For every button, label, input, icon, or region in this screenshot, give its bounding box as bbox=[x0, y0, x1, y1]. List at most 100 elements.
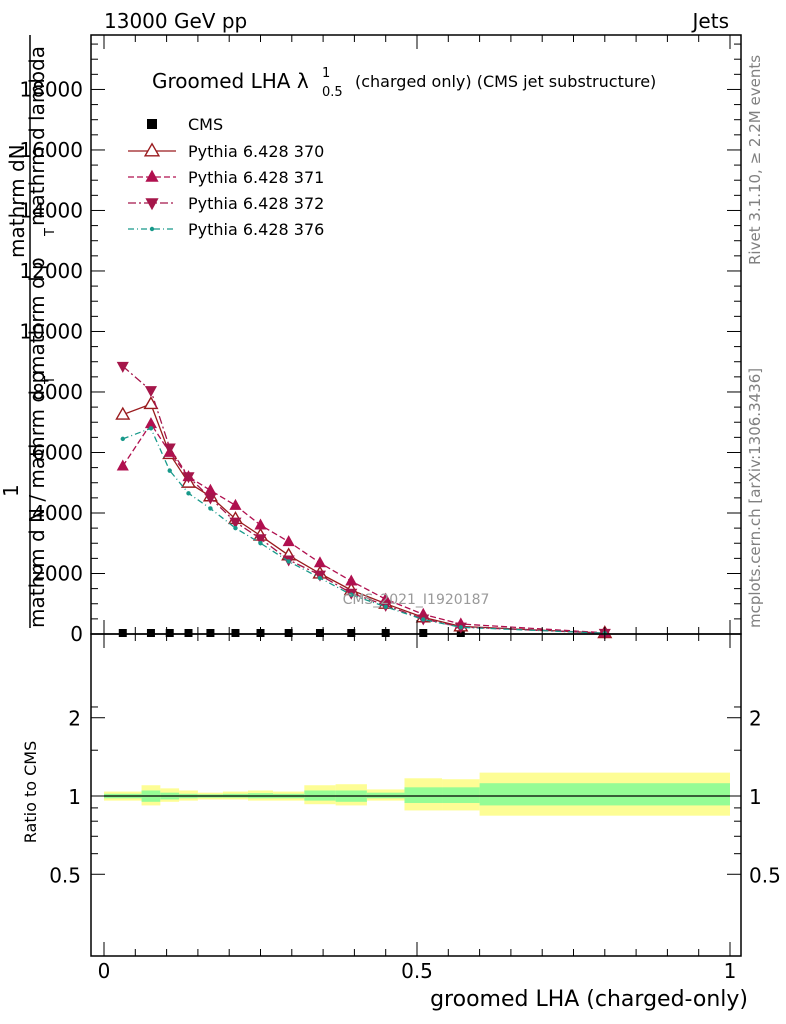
legend-label: Pythia 6.428 372 bbox=[188, 194, 324, 213]
data-point-cms bbox=[315, 629, 324, 637]
ratio-y-tick-label: 0.5 bbox=[49, 863, 81, 887]
data-point bbox=[115, 406, 131, 420]
ylabel-bottom: mathrm d N / mathrm d p bbox=[25, 371, 49, 628]
data-point bbox=[148, 426, 154, 431]
rivet-version-label: Rivet 3.1.10, ≥ 2.2M events bbox=[746, 55, 764, 265]
ratio-y-tick-label: 1 bbox=[68, 785, 81, 809]
title-main: Groomed LHA λ bbox=[152, 69, 309, 93]
ratio-y-tick-label-right: 0.5 bbox=[749, 863, 781, 887]
data-point-cms bbox=[347, 629, 356, 637]
ylabel-N: N bbox=[5, 144, 29, 159]
mcplots-label: mcplots.cern.ch [arXiv:1306.3436] bbox=[746, 368, 764, 628]
data-point bbox=[458, 625, 464, 630]
legend-label: Pythia 6.428 376 bbox=[188, 220, 324, 239]
x-tick-label: 1 bbox=[724, 959, 737, 983]
data-point bbox=[254, 518, 267, 530]
header-process-label: 13000 GeV pp bbox=[104, 9, 247, 33]
legend-label: CMS bbox=[188, 115, 223, 134]
data-point bbox=[282, 535, 295, 547]
legend-marker bbox=[145, 169, 159, 182]
data-point bbox=[258, 541, 263, 546]
data-point-cms bbox=[284, 629, 293, 637]
ratio-plot-axes: 0.5 0.5 1 1 2 2 0 0.5 1 bbox=[49, 633, 781, 983]
data-point bbox=[229, 517, 242, 529]
main-y-tick-label: 8000 bbox=[32, 380, 83, 404]
ylabel-bottom-T: T bbox=[43, 376, 58, 385]
main-y-tick-label: 6000 bbox=[32, 440, 83, 464]
analysis-watermark: CMS_2021_I1920187 bbox=[343, 592, 490, 608]
data-point bbox=[254, 534, 267, 546]
legend-marker bbox=[149, 226, 155, 232]
title-subscript: 0.5 bbox=[322, 85, 343, 100]
ratio-plot-frame bbox=[90, 633, 742, 957]
ratio-y-tick-label-right: 2 bbox=[749, 707, 762, 731]
data-point-cms bbox=[146, 629, 155, 637]
title-suffix: (charged only) (CMS jet substructure) bbox=[355, 72, 656, 91]
data-point-cms bbox=[419, 629, 428, 637]
x-tick-label: 0.5 bbox=[401, 959, 433, 983]
data-point bbox=[182, 472, 195, 484]
data-point bbox=[144, 386, 157, 398]
main-y-axis-label: mathrm dN mathrm d p T mathrm d lambda 1… bbox=[0, 35, 58, 628]
series-4 bbox=[120, 426, 607, 636]
series-line bbox=[122, 427, 605, 634]
ratio-y-tick-label: 2 bbox=[68, 707, 81, 731]
legend: CMS Pythia 6.428 370 Pythia 6.428 371 Pythi… bbox=[128, 115, 324, 239]
data-point bbox=[286, 559, 291, 564]
ylabel-line1: mathrm d bbox=[5, 159, 29, 258]
main-plot-axes: 0200040006000800010000120001400016000180… bbox=[19, 35, 741, 646]
data-point bbox=[383, 604, 388, 609]
main-plot-series bbox=[115, 361, 613, 640]
data-point bbox=[345, 574, 358, 586]
data-point-cms bbox=[184, 629, 193, 637]
data-point bbox=[313, 556, 327, 568]
ylabel-top-end: mathrm d lambda bbox=[25, 46, 49, 226]
legend-item: Pythia 6.428 376 bbox=[128, 220, 324, 239]
x-axis-label: groomed LHA (charged-only) bbox=[430, 987, 748, 1012]
ylabel-top-rest: mathrm d p bbox=[25, 257, 49, 375]
ratio-band-green bbox=[479, 783, 730, 806]
data-point bbox=[186, 491, 191, 496]
data-point-cms bbox=[118, 629, 127, 637]
data-point bbox=[116, 459, 129, 471]
header-category-label: Jets bbox=[691, 9, 729, 33]
data-point bbox=[144, 417, 157, 429]
svg-text:mathrm d p: mathrm d p bbox=[25, 257, 49, 375]
data-point bbox=[163, 443, 176, 455]
data-point bbox=[233, 525, 238, 531]
main-plot-title: Groomed LHA λ 1 0.5 (charged only) (CMS … bbox=[152, 66, 656, 100]
legend-marker bbox=[147, 119, 157, 129]
legend-label: Pythia 6.428 371 bbox=[188, 168, 324, 187]
data-point bbox=[204, 483, 217, 495]
ylabel-one: 1 bbox=[0, 484, 23, 497]
ratio-plot-bands bbox=[104, 772, 730, 816]
ratio-y-tick-label-right: 1 bbox=[749, 785, 762, 809]
data-point bbox=[229, 498, 242, 510]
series-line bbox=[122, 365, 605, 634]
main-y-tick-label: 2000 bbox=[32, 561, 83, 585]
ylabel-top-T: T bbox=[43, 228, 58, 237]
data-point bbox=[120, 436, 125, 442]
data-point bbox=[143, 396, 159, 410]
data-point bbox=[204, 493, 217, 505]
legend-item: Pythia 6.428 371 bbox=[128, 168, 324, 187]
data-point bbox=[379, 592, 392, 604]
ratio-band-green bbox=[442, 787, 480, 803]
main-y-tick-label: 0 bbox=[70, 622, 83, 646]
main-y-tick-label: 4000 bbox=[32, 501, 83, 525]
x-tick-label: 0 bbox=[98, 959, 111, 983]
data-point-cms bbox=[206, 629, 215, 637]
data-point-cms bbox=[165, 629, 174, 637]
legend-item: Pythia 6.428 372 bbox=[128, 194, 324, 213]
legend-label: Pythia 6.428 370 bbox=[188, 142, 324, 161]
data-point bbox=[208, 506, 213, 511]
legend-marker bbox=[145, 198, 159, 211]
data-point bbox=[421, 617, 426, 622]
ratio-band-green bbox=[404, 787, 443, 803]
data-point-cms bbox=[231, 629, 240, 637]
data-point bbox=[116, 361, 129, 373]
svg-text:mathrm dN: mathrm dN bbox=[5, 144, 29, 258]
title-superscript: 1 bbox=[322, 66, 330, 81]
data-point bbox=[317, 575, 323, 581]
